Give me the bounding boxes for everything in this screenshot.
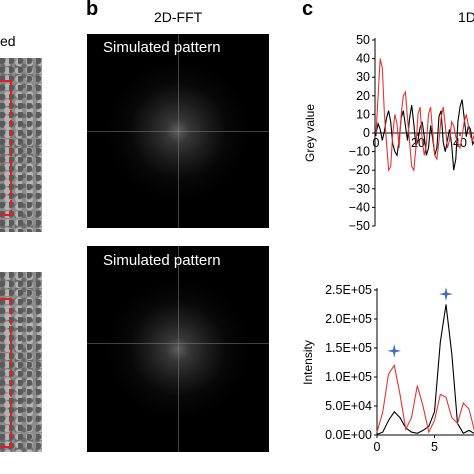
y-tick-label: 1.5E+05 [325, 341, 372, 355]
fft-image-top: Simulated pattern [87, 34, 269, 228]
y-tick-label: 0.0E+00 [325, 428, 372, 442]
x-tick-label: 5 [431, 440, 438, 454]
y-tick-label: 50 [356, 33, 370, 47]
fft-vline-bottom [178, 246, 179, 452]
panel-b-letter: b [86, 0, 99, 20]
panel-a-label-fragment: ed [0, 33, 16, 49]
y-tick-label: −30 [349, 182, 370, 196]
y-tick-label: 0 [363, 126, 370, 140]
y-tick-label: 5.0E+04 [325, 399, 372, 413]
y-tick-label: 30 [356, 70, 370, 84]
x-tick-label: 20 [411, 136, 425, 150]
roi-box-bottom [0, 298, 12, 448]
fft-image-bottom: Simulated pattern [87, 246, 269, 452]
y-tick-label: −20 [349, 163, 370, 177]
series-line-1 [375, 99, 474, 171]
x-tick-label: 0 [374, 440, 381, 454]
fft-vline-top [178, 34, 179, 228]
series-line-2 [376, 363, 474, 434]
micrograph-top [0, 58, 42, 232]
y-tick-label: 40 [356, 52, 370, 66]
micrograph-bottom [0, 272, 42, 452]
series-line-1 [376, 304, 474, 435]
y-axis-title: Intensity [301, 340, 315, 385]
y-tick-label: 10 [356, 107, 370, 121]
y-tick-label: 2.5E+05 [325, 283, 372, 297]
y-tick-label: −50 [349, 219, 370, 233]
fft-overlay-top: Simulated pattern [103, 39, 221, 56]
y-tick-label: −40 [349, 200, 370, 214]
panel-b-title: 2D-FFT [154, 9, 203, 25]
star-marker [439, 287, 453, 302]
panel-c-letter: c [302, 0, 314, 20]
y-axis-title: Grey value [303, 104, 317, 162]
y-tick-label: 2.0E+05 [325, 312, 372, 326]
y-tick-label: 1.0E+05 [325, 370, 372, 384]
star-marker [387, 343, 402, 358]
fft-overlay-bottom: Simulated pattern [103, 252, 221, 269]
roi-box-top [0, 80, 12, 216]
panel-c-title-fragment: 1D [458, 9, 474, 25]
series-line-2 [375, 58, 474, 173]
intensity-chart: 2.5E+05 2.0E+05 1.5E+05 1.0E+05 5.0E+04 0.0E+… [301, 283, 474, 454]
y-tick-label: 20 [356, 89, 370, 103]
x-tick-label: 0 [373, 136, 380, 150]
y-tick-label: −10 [349, 145, 370, 159]
